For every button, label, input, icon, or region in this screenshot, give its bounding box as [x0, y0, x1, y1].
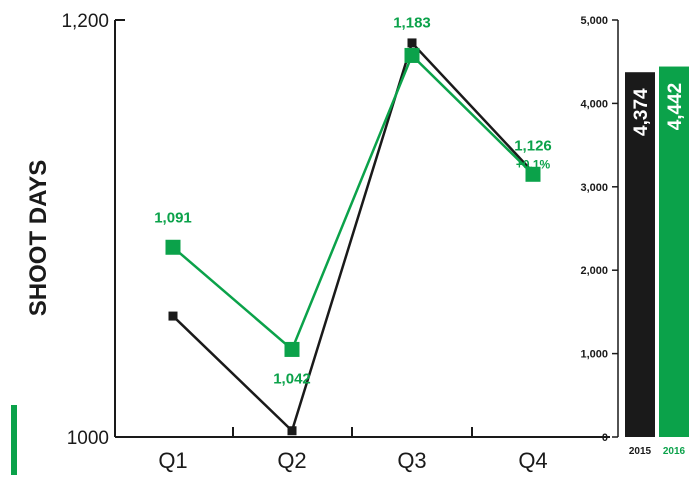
bar-y-tick-label: 5,000: [580, 15, 608, 27]
legend-accent-bar: [11, 405, 17, 475]
data-label-2016: 1,091: [154, 209, 192, 226]
x-category-label: Q2: [277, 448, 306, 473]
bar-category-label: 2015: [629, 446, 652, 457]
bar-y-tick-label: 0: [602, 432, 608, 444]
data-point-2016: [165, 239, 181, 255]
series-line-2016: [172, 53, 534, 352]
change-annotation: +0.1%: [516, 157, 551, 171]
bar-2015: [625, 72, 655, 437]
data-point-2015: [287, 426, 297, 436]
bar-value-label: 4,442: [665, 83, 686, 131]
series-line-2015: [172, 40, 534, 434]
data-point-2015: [407, 38, 417, 48]
data-label-2016: 1,126: [514, 137, 552, 154]
x-category-label: Q4: [518, 448, 547, 473]
data-point-2016: [284, 341, 300, 357]
data-label-2016: 1,042: [273, 370, 311, 387]
x-category-label: Q3: [397, 448, 426, 473]
data-point-2016: [404, 47, 420, 63]
bar-y-tick-label: 3,000: [580, 182, 608, 194]
bar-y-tick-label: 2,000: [580, 265, 608, 277]
bar-y-tick-label: 4,000: [580, 98, 608, 110]
bar-y-tick-label: 1,000: [580, 349, 608, 361]
bar-value-label: 4,374: [631, 88, 652, 136]
y-tick-label: 1,200: [61, 11, 109, 32]
bar-2016: [659, 66, 689, 437]
y-axis-label: SHOOT DAYS: [25, 160, 52, 316]
y-tick-label: 1000: [67, 428, 109, 449]
bar-chart: 0 1,000 2,000 3,000 4,000 5,000 4,374 2015 4,442…: [580, 15, 689, 457]
data-label-2016: 1,183: [393, 14, 431, 31]
bar-category-label: 2016: [663, 446, 686, 457]
line-chart: 1000 1,200 Q1 Q2 Q3 Q4 1,091 1,042 1,183 1,126 +0.…: [61, 11, 610, 473]
x-category-label: Q1: [158, 448, 187, 473]
data-point-2016: [525, 166, 541, 182]
data-point-2015: [168, 311, 178, 321]
